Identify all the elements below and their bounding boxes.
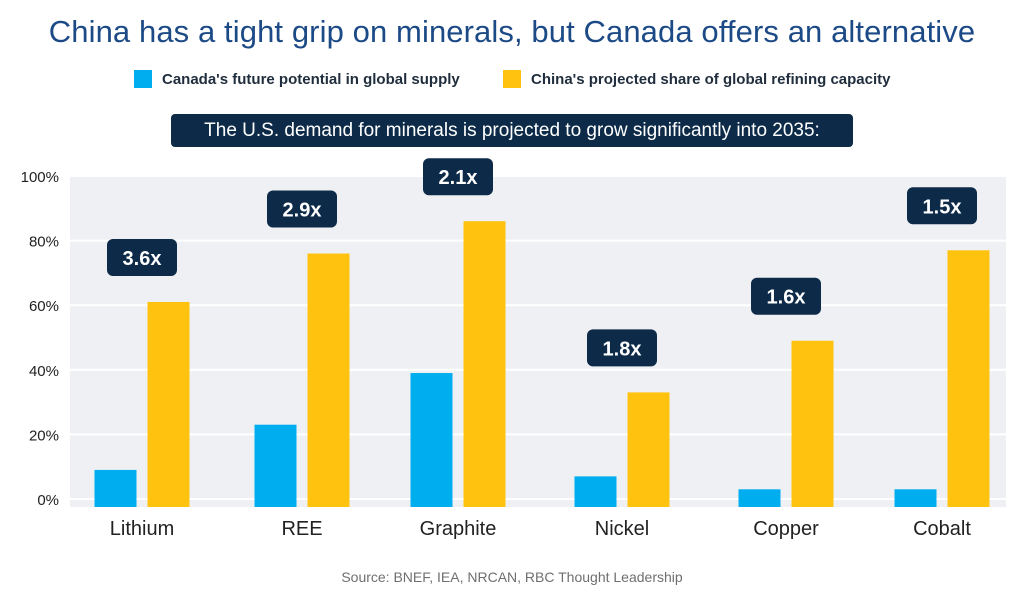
x-tick-label: Graphite (420, 518, 497, 540)
subtitle-text: The U.S. demand for minerals is projecte… (204, 119, 820, 141)
y-tick-label: 0% (37, 492, 59, 509)
bar-canada (574, 476, 617, 507)
multiplier-label: 3.6x (123, 248, 162, 270)
bar-canada (894, 489, 937, 507)
legend-swatch-china (503, 70, 521, 88)
legend: Canada's future potential in global supp… (0, 70, 1024, 90)
multiplier-label: 2.1x (439, 167, 478, 189)
bar-china (307, 253, 350, 507)
legend-label-canada: Canada's future potential in global supp… (162, 70, 460, 88)
multiplier-label: 1.6x (767, 287, 806, 309)
multiplier-badge (907, 187, 977, 225)
bar-canada (94, 469, 137, 507)
multiplier-label: 2.9x (283, 200, 322, 222)
y-tick-label: 100% (21, 169, 59, 186)
y-tick-label: 80% (29, 234, 59, 251)
legend-swatch-canada (134, 70, 152, 88)
multiplier-badge (267, 190, 337, 228)
multiplier-label: 1.5x (923, 196, 962, 218)
y-tick-label: 60% (29, 298, 59, 315)
x-tick-label: Cobalt (913, 518, 971, 540)
bar-canada (410, 373, 453, 507)
legend-item-canada: Canada's future potential in global supp… (134, 70, 460, 88)
legend-label-china: China's projected share of global refini… (531, 70, 891, 88)
subtitle-banner: The U.S. demand for minerals is projecte… (171, 114, 853, 147)
x-tick-label: Lithium (110, 518, 174, 540)
multiplier-badge (587, 329, 657, 367)
multiplier-label: 1.8x (603, 338, 642, 360)
bar-china (947, 250, 990, 508)
legend-item-china: China's projected share of global refini… (503, 70, 890, 88)
multiplier-badge (107, 238, 177, 276)
y-tick-label: 40% (29, 363, 59, 380)
chart-title: China has a tight grip on minerals, but … (48, 14, 976, 49)
x-tick-label: REE (281, 518, 322, 540)
x-tick-label: Nickel (595, 518, 649, 540)
multiplier-badge (751, 277, 821, 315)
multiplier-badge (423, 158, 493, 196)
y-tick-label: 20% (29, 427, 59, 444)
bar-canada (738, 489, 781, 507)
plot-area (70, 175, 1006, 507)
bar-canada (254, 424, 297, 507)
bar-china (791, 340, 834, 507)
x-tick-label: Copper (753, 518, 819, 540)
bar-china (627, 392, 670, 507)
bar-china (147, 301, 190, 507)
bar-china (463, 221, 506, 507)
source-note: Source: BNEF, IEA, NRCAN, RBC Thought Le… (341, 569, 683, 585)
